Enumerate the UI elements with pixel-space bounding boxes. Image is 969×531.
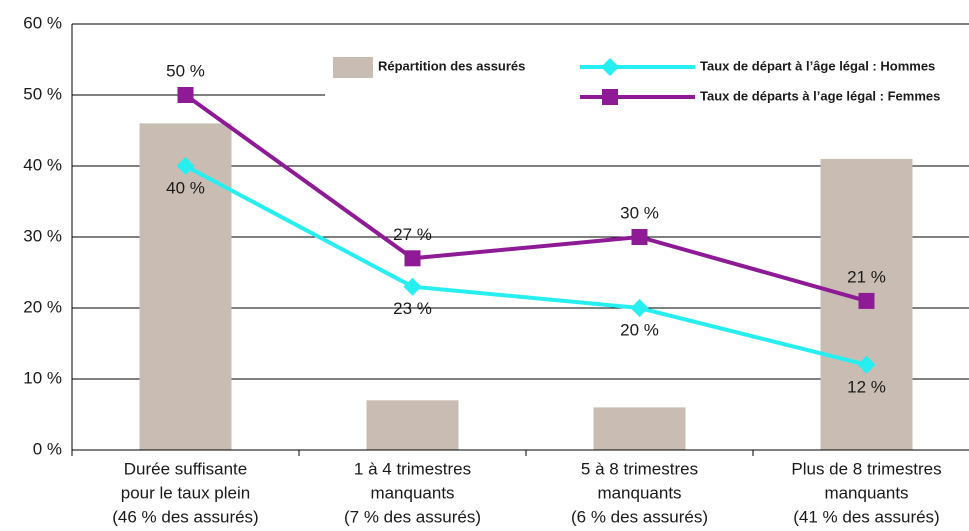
line-series	[184, 93, 868, 303]
y-tick-label: 20 %	[23, 297, 62, 316]
legend-label: Répartition des assurés	[378, 58, 525, 73]
data-label: 50 %	[166, 61, 205, 80]
y-tick-label: 50 %	[23, 84, 62, 103]
data-label: 23 %	[393, 299, 432, 318]
data-label: 20 %	[620, 320, 659, 339]
line-marker	[631, 229, 648, 245]
legend-label: Taux de départ à l’âge légal : Hommes	[700, 58, 935, 73]
x-tick-label: (46 % des assurés)	[112, 507, 258, 526]
data-label: 12 %	[847, 377, 886, 396]
line-marker	[857, 355, 876, 374]
y-tick-label: 60 %	[23, 13, 62, 32]
data-label: 27 %	[393, 225, 432, 244]
data-label: 21 %	[847, 267, 886, 286]
legend-swatch	[333, 57, 373, 78]
line-marker	[858, 292, 875, 309]
x-tick-label: manquants	[824, 483, 908, 502]
data-label: 30 %	[620, 203, 659, 222]
line-marker	[177, 87, 194, 103]
legend-background	[325, 46, 969, 112]
y-tick-label: 30 %	[23, 226, 62, 245]
line-marker	[630, 299, 649, 317]
y-tick-label: 40 %	[23, 155, 62, 174]
y-tick-label: 10 %	[23, 368, 62, 387]
bar	[139, 123, 232, 451]
line-marker	[403, 277, 422, 296]
legend-marker	[601, 58, 619, 76]
x-tick-label: (41 % des assurés)	[793, 507, 939, 526]
x-tick-label: Durée suffisante	[124, 459, 247, 478]
x-tick-label: manquants	[597, 483, 681, 502]
data-label: 40 %	[166, 178, 205, 197]
y-tick-label: 0 %	[33, 439, 62, 458]
x-tick-label: (7 % des assurés)	[344, 507, 481, 526]
x-tick-label: (6 % des assurés)	[571, 507, 708, 526]
x-tick-label: Plus de 8 trimestres	[791, 459, 941, 478]
x-tick-label: 5 à 8 trimestres	[581, 459, 698, 478]
legend-label: Taux de départs à l’age légal : Femmes	[700, 88, 940, 103]
bar	[366, 400, 459, 450]
x-tick-label: pour le taux plein	[121, 483, 250, 502]
bar	[593, 407, 686, 450]
x-tick-label: manquants	[370, 483, 454, 502]
line-marker	[404, 250, 421, 267]
line-marker	[176, 157, 195, 175]
legend-marker	[602, 89, 618, 105]
line-series	[184, 164, 867, 367]
x-tick-label: 1 à 4 trimestres	[354, 459, 471, 478]
